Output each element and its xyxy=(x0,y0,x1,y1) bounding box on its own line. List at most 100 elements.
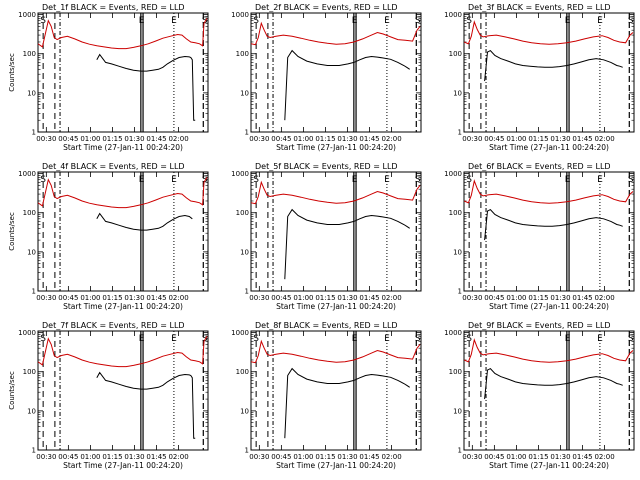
x-tick-label: 01:15 xyxy=(528,453,548,461)
panel-title: Det_7f BLACK = Events, RED = LLD xyxy=(42,321,185,330)
panel: Det_5f BLACK = Events, RED = LLD 1 10 100 10… xyxy=(231,162,422,311)
y-tick-label: 1000 xyxy=(444,170,462,178)
x-axis-label: Start Time (27-Jan-11 00:24:20) xyxy=(489,143,609,152)
y-tick-label: 1 xyxy=(458,129,462,137)
panel-title: Det_3f BLACK = Events, RED = LLD xyxy=(468,3,611,12)
x-tick-label: 00:45 xyxy=(271,453,291,461)
x-tick-label: 02:00 xyxy=(381,135,401,143)
x-tick-label: 00:30 xyxy=(462,135,482,143)
events-series-line xyxy=(484,208,623,241)
x-tick-label: 00:30 xyxy=(36,453,56,461)
flag-label: S xyxy=(253,16,259,26)
lld-series-line xyxy=(464,20,634,45)
events-series-line xyxy=(484,49,623,82)
x-tick-label: 01:30 xyxy=(337,294,357,302)
x-tick-label: 02:00 xyxy=(381,294,401,302)
x-tick-label: 01:00 xyxy=(293,135,313,143)
flag-label: S xyxy=(40,334,46,344)
x-tick-label: 01:45 xyxy=(146,135,166,143)
y-tick-label: 1000 xyxy=(231,11,249,19)
x-tick-label: 01:00 xyxy=(506,453,526,461)
x-axis-label: Start Time (27-Jan-11 00:24:20) xyxy=(276,143,396,152)
y-tick-label: 10 xyxy=(27,248,36,256)
flag-label: E xyxy=(384,16,390,26)
flag-label: E xyxy=(597,16,603,26)
panel: Det_4f BLACK = Events, RED = LLD 1 10 100 10… xyxy=(8,162,209,311)
y-tick-label: 10 xyxy=(453,407,462,415)
x-tick-label: 01:30 xyxy=(124,453,144,461)
x-tick-label: 00:30 xyxy=(249,135,269,143)
x-tick-label: 00:45 xyxy=(271,294,291,302)
y-axis-label: Counts/sec xyxy=(8,371,16,410)
y-tick-label: 100 xyxy=(449,209,462,217)
plot-frame xyxy=(463,330,635,451)
plot-frame xyxy=(37,12,209,133)
events-series-line xyxy=(284,208,410,280)
flag-label: S xyxy=(415,16,421,26)
y-tick-label: 1 xyxy=(32,288,36,296)
events-series-line xyxy=(484,367,623,400)
flag-label: E xyxy=(139,175,145,185)
y-tick-label: 100 xyxy=(236,368,249,376)
plot-frame xyxy=(463,171,635,292)
flag-label: E xyxy=(352,175,358,185)
x-tick-label: 01:00 xyxy=(293,294,313,302)
panel-title: Det_6f BLACK = Events, RED = LLD xyxy=(468,162,611,171)
x-axis-label: Start Time (27-Jan-11 00:24:20) xyxy=(276,302,396,311)
x-tick-label: 01:00 xyxy=(80,294,100,302)
flag-label: E xyxy=(597,175,603,185)
x-tick-label: 02:00 xyxy=(168,453,188,461)
flag-label: S xyxy=(628,175,634,185)
x-tick-label: 01:30 xyxy=(337,453,357,461)
flag-label: S xyxy=(253,334,259,344)
flag-label: E xyxy=(384,334,390,344)
y-tick-label: 1000 xyxy=(231,170,249,178)
y-tick-label: 1000 xyxy=(18,329,36,337)
x-tick-label: 01:45 xyxy=(359,294,379,302)
lld-series-line xyxy=(251,339,421,364)
panel: Det_6f BLACK = Events, RED = LLD 1 10 100 10… xyxy=(444,162,635,311)
x-tick-label: 01:15 xyxy=(528,135,548,143)
x-tick-label: 01:00 xyxy=(293,453,313,461)
y-tick-label: 1 xyxy=(245,288,249,296)
x-tick-label: 01:00 xyxy=(506,135,526,143)
x-tick-label: 01:15 xyxy=(102,453,122,461)
x-tick-label: 01:45 xyxy=(359,453,379,461)
x-tick-label: 01:30 xyxy=(550,453,570,461)
x-tick-label: 01:15 xyxy=(102,294,122,302)
y-tick-label: 100 xyxy=(23,368,36,376)
x-tick-label: 00:30 xyxy=(462,453,482,461)
x-tick-label: 00:45 xyxy=(58,135,78,143)
flag-label: S xyxy=(628,334,634,344)
x-tick-label: 00:30 xyxy=(462,294,482,302)
x-tick-label: 01:15 xyxy=(528,294,548,302)
x-axis-label: Start Time (27-Jan-11 00:24:20) xyxy=(63,461,183,470)
plot-frame xyxy=(37,330,209,451)
panel: Det_3f BLACK = Events, RED = LLD 1 10 100 10… xyxy=(444,3,635,152)
x-tick-label: 01:15 xyxy=(102,135,122,143)
flag-label: E xyxy=(565,334,571,344)
x-tick-label: 00:45 xyxy=(484,453,504,461)
x-tick-label: 02:00 xyxy=(168,294,188,302)
y-tick-label: 1000 xyxy=(444,329,462,337)
y-tick-label: 1000 xyxy=(18,170,36,178)
y-tick-label: 1000 xyxy=(444,11,462,19)
flag-label: E xyxy=(384,175,390,185)
x-tick-label: 01:30 xyxy=(337,135,357,143)
x-axis-label: Start Time (27-Jan-11 00:24:20) xyxy=(489,302,609,311)
x-tick-label: 02:00 xyxy=(594,453,614,461)
flag-label: E xyxy=(171,175,177,185)
y-tick-label: 100 xyxy=(449,50,462,58)
x-tick-label: 00:30 xyxy=(36,135,56,143)
x-tick-label: 01:30 xyxy=(550,294,570,302)
flag-label: S xyxy=(628,16,634,26)
x-tick-label: 01:45 xyxy=(146,294,166,302)
y-tick-label: 1 xyxy=(458,288,462,296)
flag-label: E xyxy=(139,334,145,344)
panel-title: Det_9f BLACK = Events, RED = LLD xyxy=(468,321,611,330)
y-tick-label: 1000 xyxy=(18,11,36,19)
x-tick-label: 02:00 xyxy=(594,135,614,143)
flag-label: S xyxy=(40,16,46,26)
x-axis-label: Start Time (27-Jan-11 00:24:20) xyxy=(63,302,183,311)
